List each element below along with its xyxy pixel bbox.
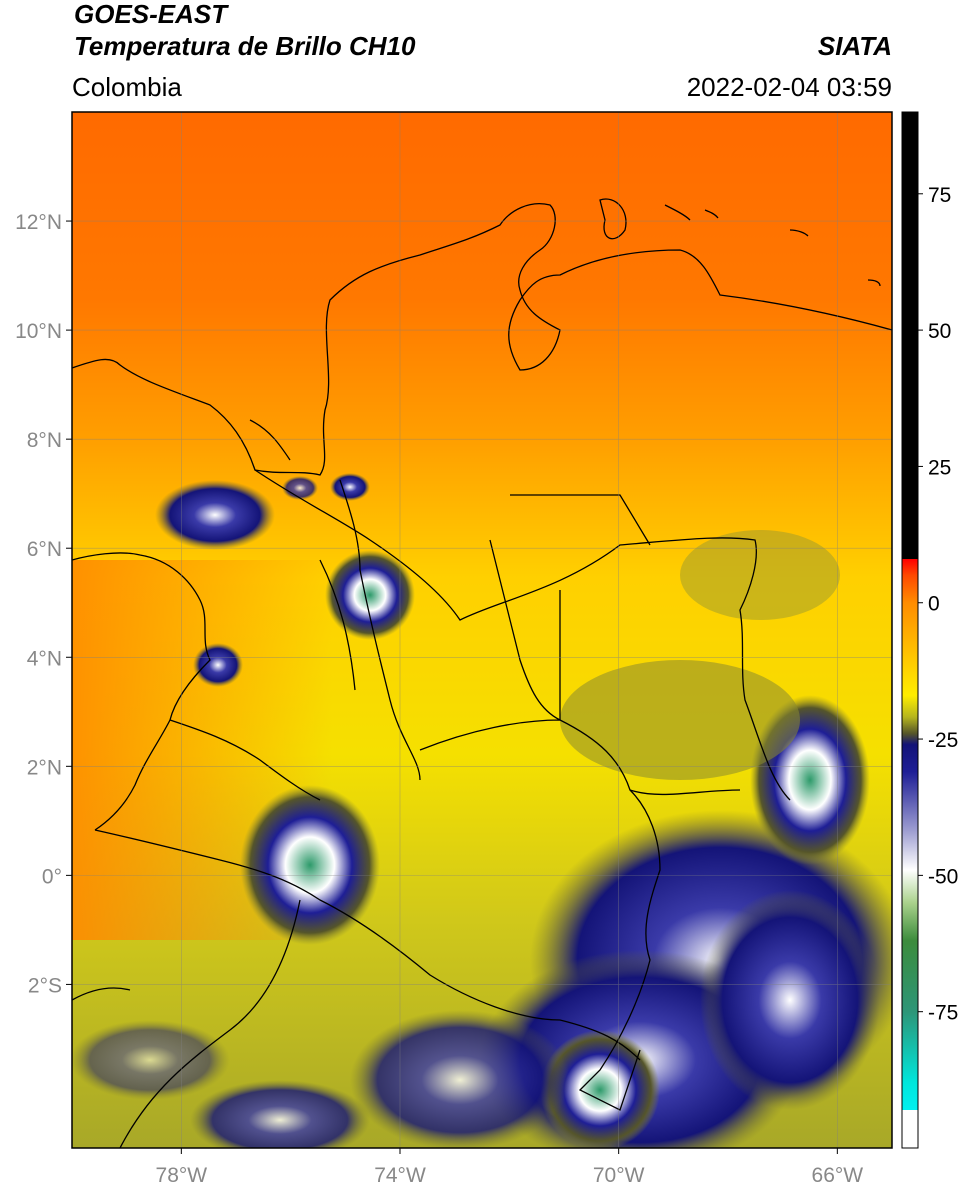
region-label: Colombia [72, 72, 182, 102]
lat-tick-label: 8°N [27, 429, 62, 452]
product-title: Temperatura de Brillo CH10 [74, 31, 416, 61]
map-axis-ticks: 78°W 74°W 70°W 66°W 12°N 10°N 8°N 6°N 4°N 2°N 0° 2°… [15, 211, 863, 1187]
lat-tick-label: 10°N [15, 320, 62, 343]
lon-tick-label: 70°W [593, 1164, 645, 1187]
lat-tick-label: 4°N [27, 647, 62, 670]
lat-tick-label: 2°N [27, 756, 62, 779]
agency-label: SIATA [817, 31, 892, 61]
colorbar-tick-label: -50 [928, 865, 958, 888]
colorbar-ticks: 75 50 25 0 -25 -50 -75 [918, 184, 958, 1025]
colorbar: 75 50 25 0 -25 -50 -75 [901, 111, 958, 1149]
lon-tick-label: 66°W [812, 1164, 864, 1187]
cloud-cluster-southwest [72, 785, 380, 1148]
colorbar-tick-label: 75 [928, 184, 951, 207]
map-area [72, 112, 892, 1148]
lon-tick-label: 74°W [374, 1164, 426, 1187]
colorbar-tick-label: 50 [928, 320, 951, 343]
map-frame [71, 111, 893, 1149]
colorbar-frame [901, 111, 919, 1149]
lat-tick-label: 12°N [15, 211, 62, 234]
cloud-cluster-southeast [350, 695, 892, 1148]
graticule [72, 112, 892, 1148]
colorbar-scale [902, 112, 918, 1148]
colorbar-tick-label: 0 [928, 593, 940, 616]
lat-tick-label: 2°S [28, 974, 62, 997]
lat-tick-label: 0° [42, 865, 62, 888]
lon-tick-label: 78°W [156, 1164, 208, 1187]
coastlines-borders [72, 198, 892, 1148]
lat-tick-label: 6°N [27, 538, 62, 561]
colorbar-tick-label: -75 [928, 1002, 958, 1025]
satellite-title: GOES-EAST [74, 0, 228, 29]
colorbar-tick-label: 25 [928, 456, 951, 479]
datetime-label: 2022-02-04 03:59 [686, 72, 892, 102]
colorbar-tick-label: -25 [928, 729, 958, 752]
cloud-cluster-central [155, 473, 840, 780]
